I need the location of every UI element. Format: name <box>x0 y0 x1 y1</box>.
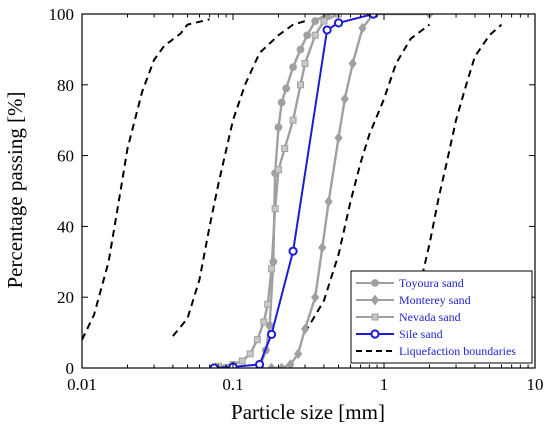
legend-entry: Sile sand <box>356 327 443 341</box>
plot-frame <box>81 13 536 369</box>
data-point <box>260 318 268 326</box>
data-point <box>289 63 297 71</box>
data-point <box>320 17 328 25</box>
y-axis-title: Percentage passing [%] <box>3 91 27 288</box>
y-tick-label: 40 <box>57 217 74 236</box>
legend-label: Monterey sand <box>399 293 471 307</box>
data-point <box>294 348 303 360</box>
data-point <box>301 60 309 68</box>
data-point <box>274 166 282 174</box>
data-point <box>318 242 327 253</box>
x-axis-title: Particle size [mm] <box>231 400 385 424</box>
liquefaction-boundary-line-4 <box>409 23 503 323</box>
data-point <box>324 196 333 207</box>
data-point <box>254 359 265 368</box>
data-point <box>282 84 291 93</box>
legend-entry: Monterey sand <box>356 293 471 307</box>
legend-entry: Toyoura sand <box>356 276 464 290</box>
y-tick-label: 80 <box>57 76 74 95</box>
y-tick-label: 60 <box>57 147 74 166</box>
y-tick-label: 20 <box>57 288 74 307</box>
data-point <box>274 123 283 132</box>
legend-marker <box>370 329 380 339</box>
data-point <box>334 132 343 144</box>
data-point <box>311 31 319 39</box>
data-point <box>348 58 357 69</box>
plot-area <box>82 14 503 368</box>
data-point <box>358 22 367 34</box>
data-point <box>368 14 378 19</box>
data-point <box>264 300 272 308</box>
series-line <box>258 14 339 368</box>
data-point <box>277 362 286 368</box>
data-point <box>296 45 305 54</box>
data-point <box>311 291 320 303</box>
data-point <box>297 81 305 89</box>
legend-label: Toyoura sand <box>399 276 464 290</box>
y-tick-label: 100 <box>49 5 75 24</box>
liquefaction-boundary-line-2 <box>172 20 306 337</box>
data-point <box>268 265 276 273</box>
data-point <box>246 350 254 358</box>
legend-marker <box>371 279 379 287</box>
data-point <box>277 98 286 107</box>
data-point <box>271 205 279 213</box>
data-point <box>266 329 277 339</box>
x-tick-label: 10 <box>527 375 544 394</box>
x-tick-label: 1 <box>380 375 389 394</box>
data-point <box>253 336 261 344</box>
data-point <box>238 357 246 365</box>
data-point <box>288 246 298 256</box>
legend-entry: Nevada sand <box>356 310 461 324</box>
x-tick-label: 0.01 <box>67 375 97 394</box>
liquefaction-boundary-line-1 <box>82 18 210 341</box>
series-sile-sand <box>209 14 378 368</box>
legend-label: Nevada sand <box>399 310 461 324</box>
legend-label: Sile sand <box>399 327 443 341</box>
legend-entry: Liquefaction boundaries <box>356 344 516 358</box>
liquefaction-boundary-line-3 <box>304 23 431 334</box>
data-point <box>289 116 297 124</box>
series-toyoura-sand <box>255 14 343 368</box>
data-point <box>281 145 289 153</box>
data-point <box>300 323 310 335</box>
plot-clip <box>82 14 503 368</box>
data-point <box>333 18 344 28</box>
y-tick-label: 0 <box>66 359 75 378</box>
legend-marker <box>371 313 379 321</box>
legend-marker <box>370 294 380 306</box>
legend-label: Liquefaction boundaries <box>399 344 516 358</box>
data-point <box>286 359 295 368</box>
data-point <box>322 25 332 35</box>
data-point <box>340 93 349 105</box>
x-tick-label: 0.1 <box>222 375 243 394</box>
data-point <box>303 31 312 40</box>
data-point <box>267 362 276 368</box>
legend: Toyoura sand Monterey sand Nevada sand Sile… <box>350 270 533 364</box>
data-point <box>311 17 320 25</box>
